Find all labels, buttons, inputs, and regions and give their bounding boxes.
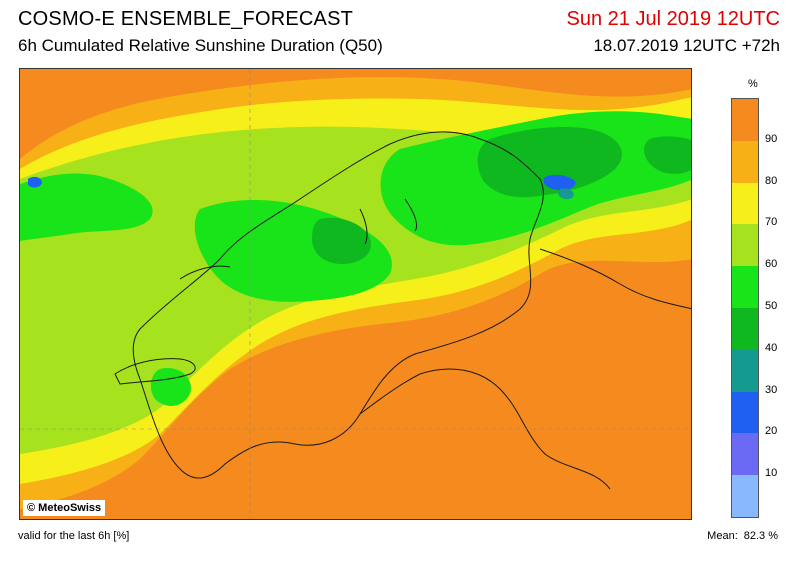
color-bar-segment	[732, 349, 758, 392]
legend-tick-label: 60	[765, 258, 778, 271]
chart-subtitle: 6h Cumulated Relative Sunshine Duration …	[18, 36, 383, 55]
lake-constance	[543, 174, 576, 191]
legend-tick-label: 40	[765, 341, 778, 354]
region-dark-green-central	[312, 217, 371, 264]
italy-border	[359, 368, 611, 490]
mean-value: 82.3 %	[743, 530, 778, 542]
color-bar-segment	[732, 266, 758, 308]
legend-tick-label: 10	[765, 467, 778, 480]
legend-tick-label: 50	[765, 300, 778, 312]
color-bar-segment	[732, 433, 758, 476]
color-bar-segment	[732, 308, 758, 350]
legend-unit: %	[748, 78, 758, 90]
sunshine-map: © MeteoSwiss	[19, 68, 692, 520]
region-green-west	[20, 173, 153, 241]
chart-title: COSMO-E ENSEMBLE_FORECAST	[18, 8, 354, 30]
run-time: 18.07.2019 12UTC +72h	[593, 36, 780, 55]
color-bar-segment	[732, 140, 758, 183]
legend-tick-label: 70	[765, 216, 778, 229]
region-teal	[558, 188, 574, 200]
color-bar-segment	[732, 475, 758, 517]
region-green-sw	[150, 368, 191, 406]
color-bar-segment	[732, 224, 758, 267]
legend-tick-label: 80	[765, 174, 778, 187]
map-canvas	[20, 69, 691, 519]
color-bar-segment	[732, 182, 758, 225]
footer-note: valid for the last 6h [%]	[18, 530, 130, 542]
color-bar	[731, 98, 759, 518]
valid-time: Sun 21 Jul 2019 12UTC	[566, 8, 780, 30]
color-bar-segment	[732, 391, 758, 434]
region-dark-green-east	[644, 136, 691, 174]
legend-tick-label: 30	[765, 383, 778, 396]
lakes-central	[179, 198, 418, 280]
legend-tick-label: 90	[765, 132, 778, 145]
mean-label: Mean:	[707, 530, 738, 542]
color-bar-segment	[732, 99, 758, 141]
footer-mean: Mean: 82.3 %	[701, 530, 778, 542]
austria-border	[539, 248, 691, 310]
swiss-border	[132, 131, 544, 479]
copyright-label: © MeteoSwiss	[23, 500, 106, 516]
lake-geneva	[114, 358, 196, 385]
region-dark-green-north	[477, 127, 622, 198]
region-blue-west	[28, 176, 42, 188]
legend-tick-label: 20	[765, 425, 778, 438]
